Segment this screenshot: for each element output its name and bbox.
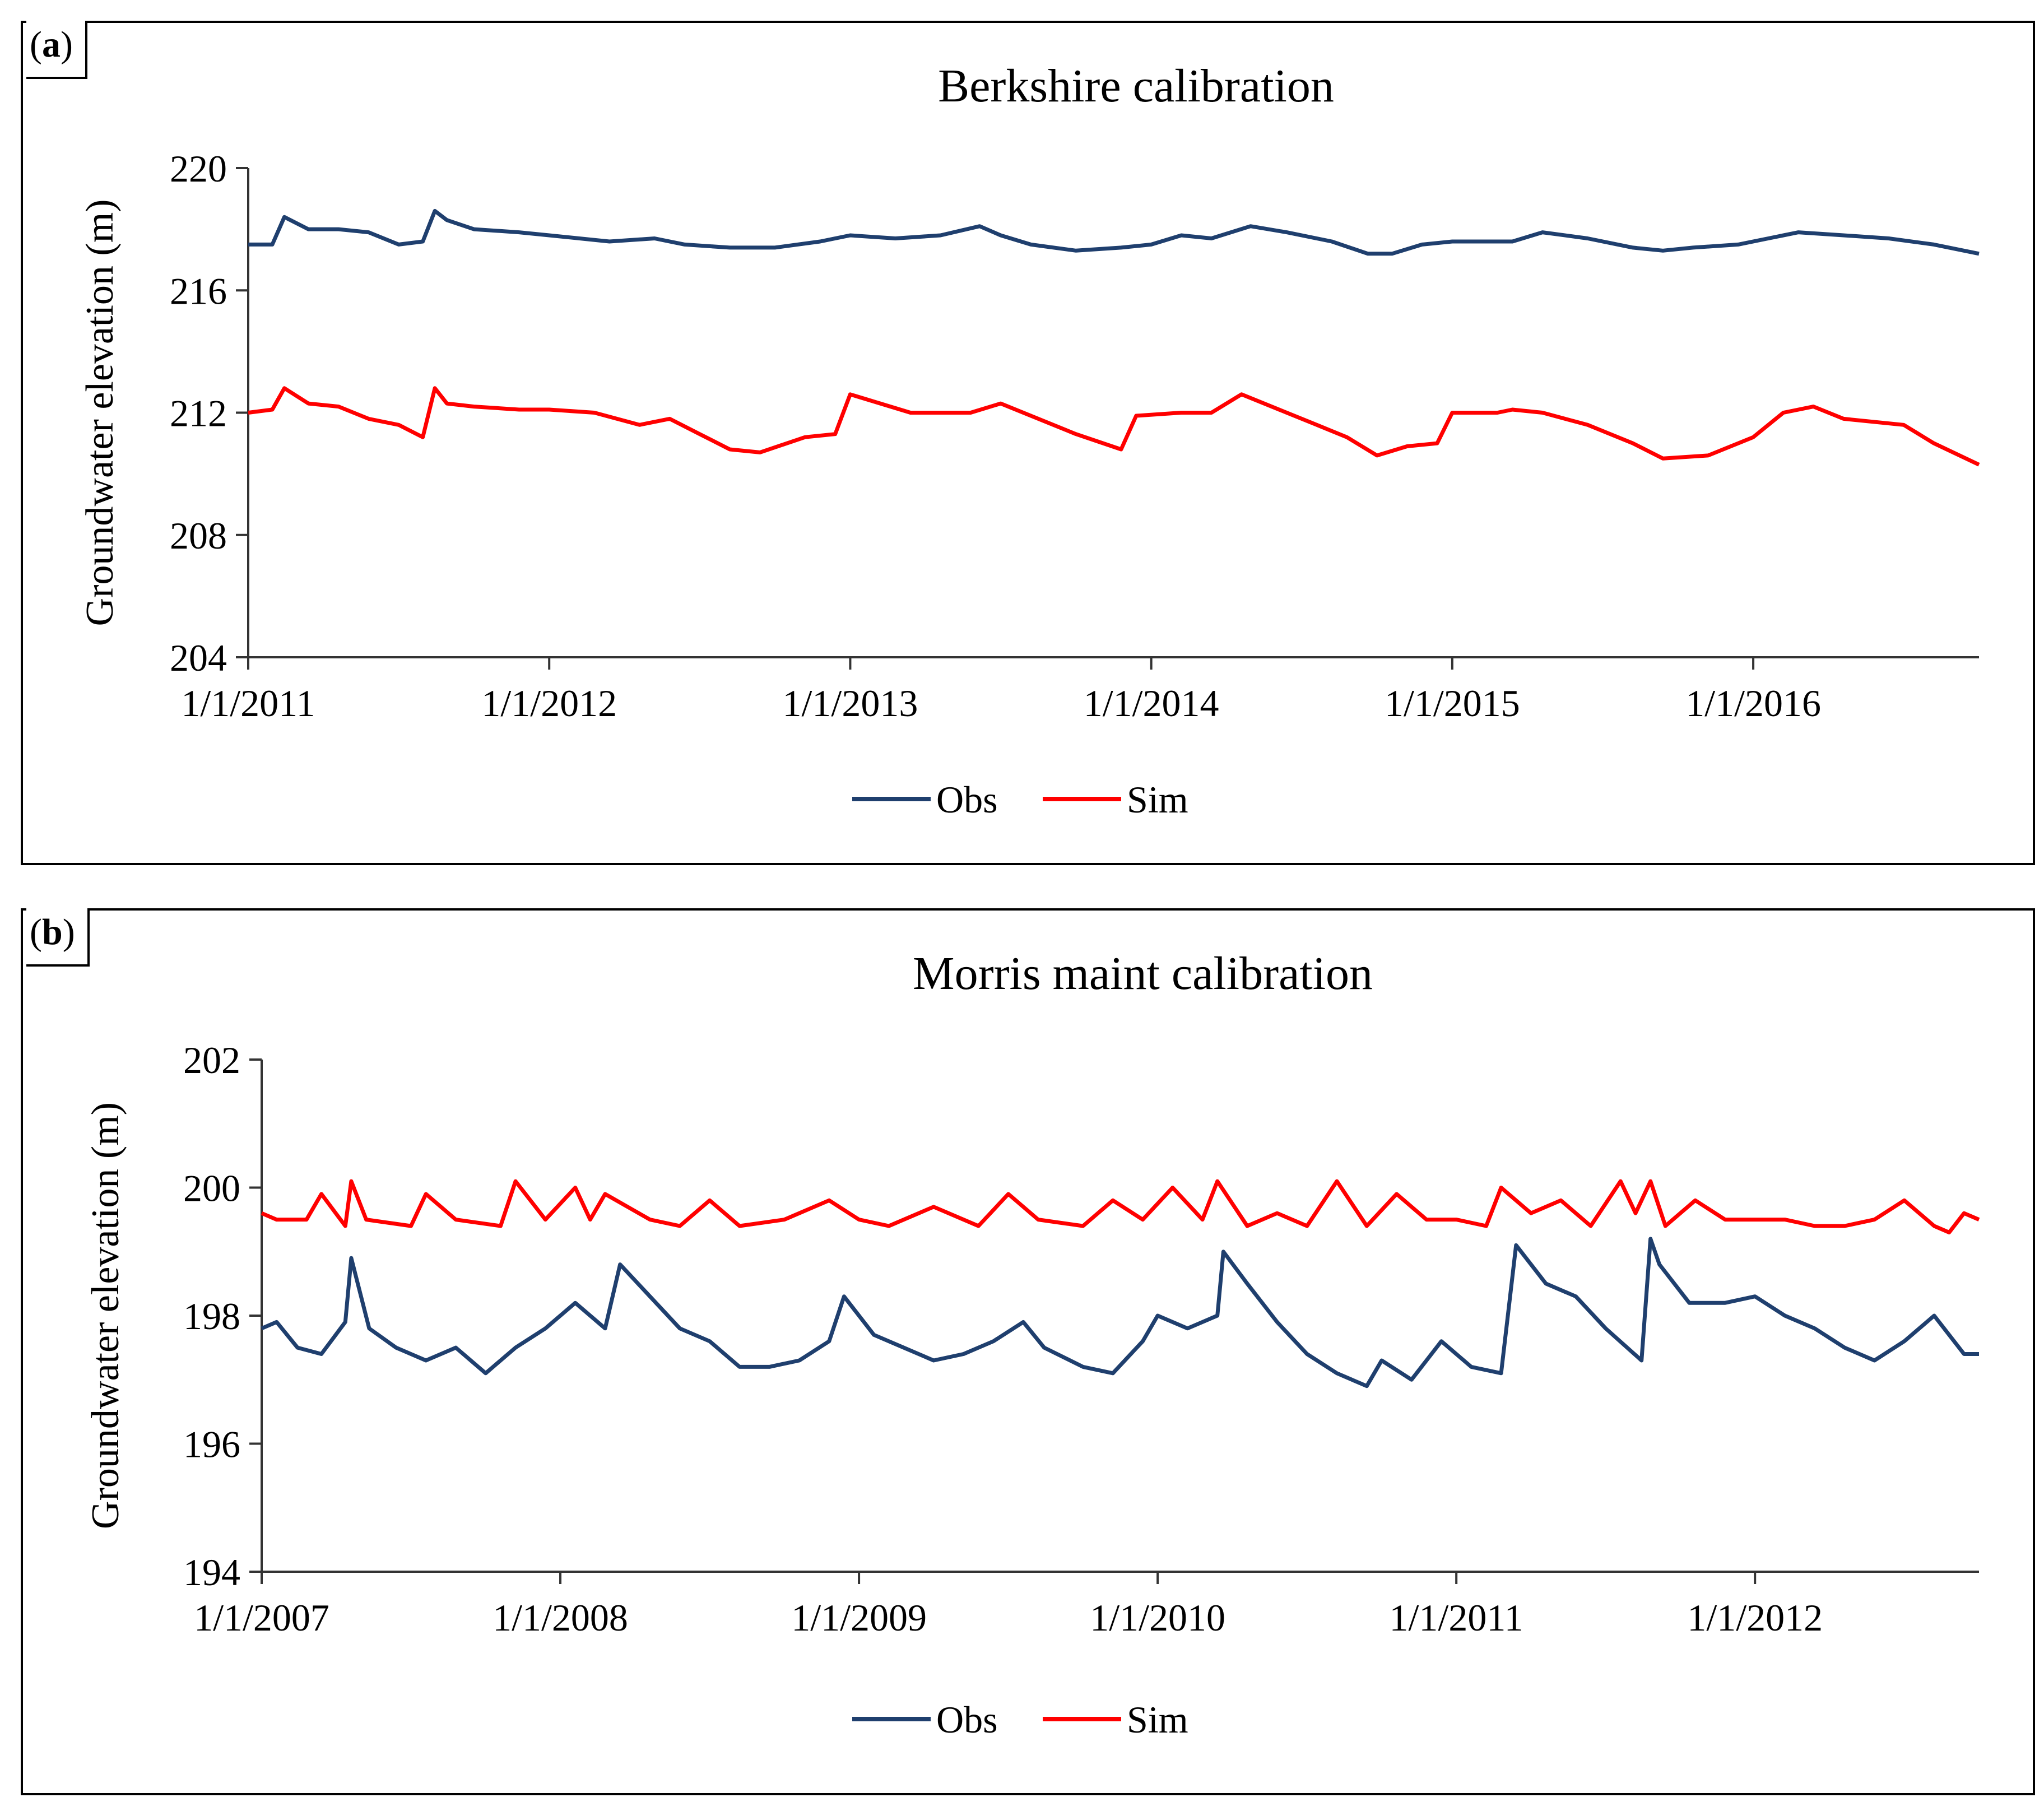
y-tick-label: 208 — [170, 514, 227, 557]
chart-title: Morris maint calibration — [913, 948, 1373, 1000]
series-line-obs — [261, 1237, 1979, 1388]
x-tick-label: 1/1/2014 — [1084, 682, 1219, 724]
legend-label-obs: Obs — [936, 1698, 998, 1741]
y-tick-label: 196 — [183, 1423, 240, 1466]
x-tick-label: 1/1/2012 — [481, 682, 617, 724]
chart-title: Berkshire calibration — [938, 60, 1334, 112]
panel-a: (a) Berkshire calibration 204 208 212 216 220… — [21, 21, 2035, 865]
panel-label-a: (a) — [26, 21, 87, 79]
y-tick-label: 200 — [183, 1167, 240, 1210]
y-tick-label: 220 — [170, 147, 227, 190]
y-axis-label: Groundwater elevation (m) — [78, 199, 122, 626]
series-line-sim — [261, 1179, 1980, 1234]
panel-label-b: (b) — [26, 908, 90, 967]
legend-label-obs: Obs — [936, 778, 998, 821]
y-axis-label: Groundwater elevation (m) — [84, 1102, 127, 1529]
y-tick-label: 198 — [183, 1295, 240, 1337]
series-line-obs — [248, 208, 1980, 256]
y-tick-label: 202 — [183, 1039, 240, 1081]
chart-b: Morris maint calibration 194 196 198 200 202 G… — [84, 948, 1980, 1741]
x-tick-label: 1/1/2015 — [1385, 682, 1520, 724]
chart-a: Berkshire calibration 204 208 212 216 220 Grou… — [78, 60, 1980, 821]
x-tick-label: 1/1/2013 — [783, 682, 918, 724]
x-tick-label: 1/1/2011 — [1390, 1596, 1523, 1639]
x-tick-label: 1/1/2016 — [1685, 682, 1821, 724]
x-tick-label: 1/1/2010 — [1090, 1596, 1225, 1639]
y-tick-label: 216 — [170, 270, 227, 312]
y-tick-label: 194 — [183, 1551, 240, 1594]
y-tick-label: 212 — [170, 392, 227, 435]
legend-label-sim: Sim — [1127, 778, 1188, 821]
panel-b: (b) Morris maint calibration 194 196 198 200… — [21, 908, 2035, 1795]
x-tick-label: 1/1/2009 — [791, 1596, 927, 1639]
x-tick-label: 1/1/2011 — [181, 682, 315, 724]
x-tick-label: 1/1/2008 — [493, 1596, 628, 1639]
x-tick-label: 1/1/2007 — [194, 1596, 329, 1639]
x-tick-label: 1/1/2012 — [1687, 1596, 1823, 1639]
series-line-sim — [248, 386, 1980, 467]
y-tick-label: 204 — [170, 637, 227, 679]
legend-label-sim: Sim — [1127, 1698, 1188, 1741]
